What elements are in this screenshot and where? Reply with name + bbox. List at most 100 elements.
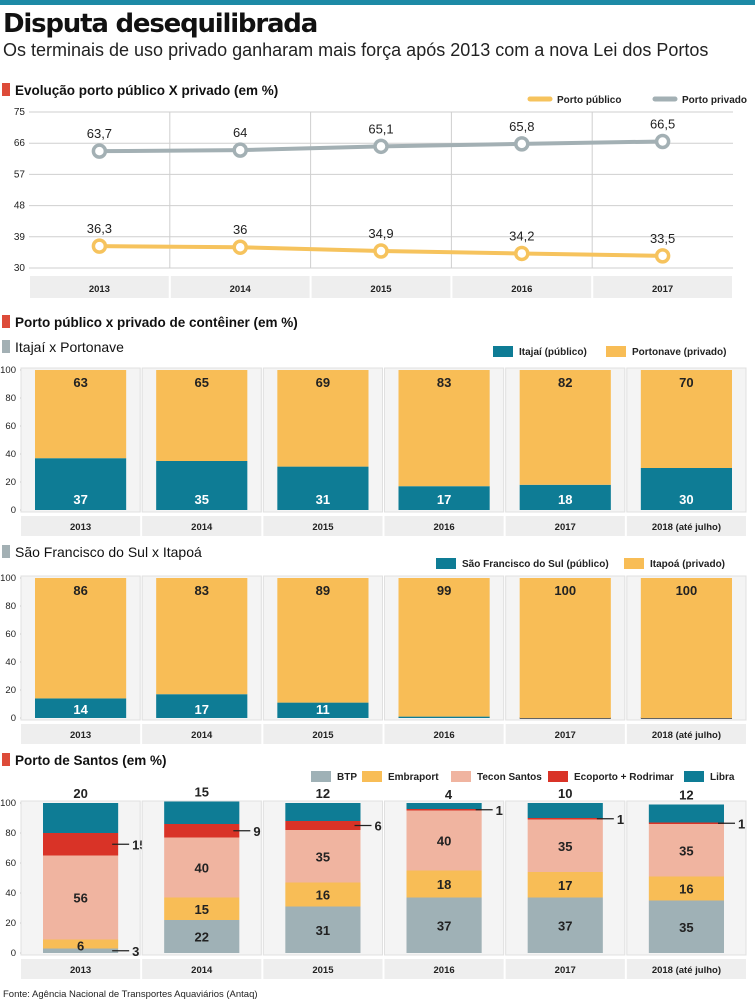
line-chart-x-tick: 2015 — [370, 284, 392, 295]
bar-data-label: 16 — [316, 888, 330, 903]
bar-chart-y-tick: 0 — [11, 713, 16, 724]
bar-category-cell — [626, 959, 746, 979]
line-chart-y-tick: 48 — [14, 201, 26, 212]
bar-segment-btp — [527, 897, 603, 953]
bar-data-label: 70 — [679, 375, 693, 390]
bar-chart-y-tick: 80 — [5, 393, 16, 404]
bar-segment-itapoa — [277, 578, 369, 703]
bar-segment-ecoporto-rodrimar — [527, 818, 603, 820]
bar-segment-libra — [648, 804, 724, 823]
top-accent-bar — [0, 0, 755, 5]
legend-portonave: Portonave (privado) — [632, 347, 726, 358]
bar-category-cell — [142, 516, 262, 536]
bar-segment-itajai — [519, 484, 611, 510]
legend-libra: Libra — [710, 772, 735, 783]
bar-segment-portonave — [519, 370, 611, 485]
bar-data-label: 99 — [437, 583, 451, 598]
bar-data-label: 37 — [437, 918, 451, 933]
line-chart-category-cell — [311, 276, 451, 298]
bar-chart-x-tick: 2016 — [434, 965, 455, 976]
bar-segment-libra — [164, 801, 240, 824]
bar-data-label: 40 — [437, 834, 451, 849]
section-title-santos-marker — [2, 753, 10, 766]
line-chart-x-tick: 2017 — [652, 284, 673, 295]
bar-data-label: 18 — [437, 877, 451, 892]
bar-chart-y-tick: 60 — [5, 421, 16, 432]
bar-segment-libra — [406, 803, 482, 809]
bar-segment-portonave — [156, 370, 248, 461]
bar-category-cell — [384, 959, 504, 979]
bar-chart-x-tick: 2018 (até julho) — [652, 522, 721, 533]
bar-chart-x-tick: 2014 — [191, 730, 213, 741]
bar-data-label: 17 — [558, 878, 572, 893]
line-point-privado — [654, 133, 671, 150]
bar-segment-sao-francisco — [35, 698, 127, 718]
bar-data-label: 35 — [558, 839, 572, 854]
bar-chart-x-tick: 2017 — [555, 730, 576, 741]
legend-btp: BTP — [337, 772, 357, 783]
bar-chart-y-tick: 100 — [0, 365, 16, 376]
line-chart-x-tick: 2016 — [511, 284, 532, 295]
bar-chart-y-tick: 40 — [5, 657, 16, 668]
bar-segment-itapoa — [35, 578, 127, 699]
line-data-label: 33,5 — [650, 231, 675, 246]
bar-category-cell — [384, 516, 504, 536]
line-chart-y-tick: 57 — [14, 169, 26, 180]
bar-chart-y-tick: 40 — [5, 888, 16, 899]
bar-data-label: 1 — [496, 803, 503, 818]
bar-chart-x-tick: 2016 — [434, 522, 455, 533]
legend-porto-privado: Porto privado — [682, 95, 747, 106]
bar-segment-ecoporto-rodrimar — [285, 821, 361, 830]
bar-category-cell — [21, 724, 141, 744]
line-data-label: 63,7 — [87, 126, 112, 141]
bar-segment-itapoa — [640, 578, 732, 718]
bar-segment-libra — [285, 803, 361, 821]
legend-embraport: Embraport — [388, 772, 439, 783]
bar-segment-itajai — [398, 486, 490, 510]
line-chart-category-cell — [452, 276, 592, 298]
bar-data-label: 12 — [679, 788, 693, 803]
bar-segment-itapoa — [519, 578, 611, 718]
bar-data-label: 83 — [437, 375, 451, 390]
section-title-container-marker — [2, 315, 10, 328]
source-note: Fonte: Agência Nacional de Transportes A… — [3, 989, 258, 1000]
bar-data-label: 83 — [195, 583, 209, 598]
line-data-label: 34,9 — [368, 226, 393, 241]
line-data-label: 36,3 — [87, 221, 112, 236]
bar-data-label: 6 — [375, 819, 382, 834]
line-data-label: 66,5 — [650, 116, 675, 131]
bar-segment-btp — [406, 897, 482, 953]
bar-data-label: 11 — [316, 702, 330, 717]
bar-chart-x-tick: 2017 — [555, 522, 576, 533]
line-chart-category-cell — [593, 276, 732, 298]
legend-btp-swatch — [311, 771, 331, 782]
bar-segment-btp — [43, 948, 119, 953]
bar-chart-x-tick: 2014 — [191, 965, 213, 976]
bar-category-cell — [142, 724, 262, 744]
legend-itapoa: Itapoá (privado) — [650, 559, 725, 570]
line-chart-y-tick: 66 — [14, 138, 26, 149]
line-chart-category-cell — [30, 276, 169, 298]
bar-data-label: 35 — [195, 492, 209, 507]
line-chart-y-tick: 39 — [14, 232, 26, 243]
bar-segment-tecon-santos — [648, 824, 724, 877]
bar-data-label: 89 — [316, 583, 330, 598]
bar-segment-embraport — [648, 876, 724, 901]
line-data-label: 36 — [233, 222, 247, 237]
bar-data-label: 6 — [77, 939, 84, 954]
bar-category-cell — [626, 724, 746, 744]
line-point-publico — [91, 238, 108, 254]
bar-data-label: 20 — [73, 786, 87, 801]
legend-ecoporto-rodrimar: Ecoporto + Rodrimar — [574, 772, 674, 783]
bar-chart-x-tick: 2013 — [70, 522, 91, 533]
bar-data-label: 69 — [316, 375, 330, 390]
bar-segment-portonave — [35, 370, 127, 459]
bar-data-label: 14 — [73, 702, 88, 717]
bar-category-cell — [505, 516, 625, 536]
bar-segment-btp — [285, 906, 361, 953]
bar-chart-x-tick: 2015 — [312, 965, 334, 976]
legend-itajai-swatch — [493, 346, 513, 357]
section-title-itajai: Itajaí x Portonave — [15, 339, 124, 355]
bar-segment-itajai — [156, 461, 248, 510]
bar-segment-tecon-santos — [406, 810, 482, 871]
